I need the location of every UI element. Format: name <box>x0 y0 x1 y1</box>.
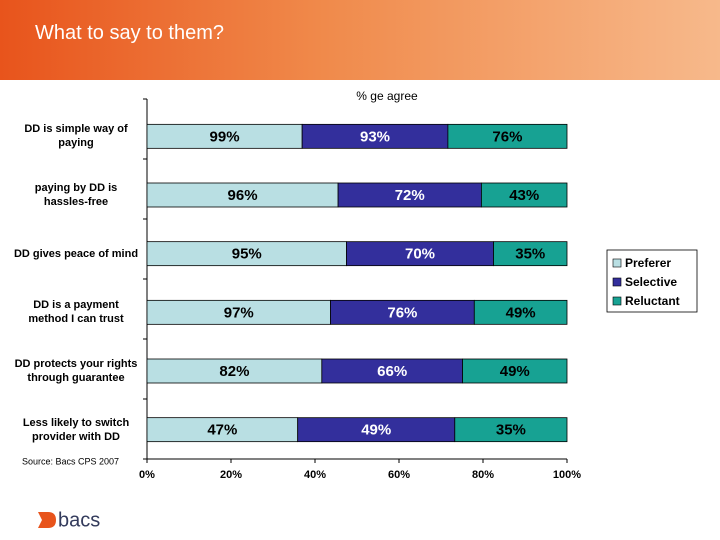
data-label: 82% <box>219 363 249 380</box>
bar-segment <box>146 358 323 384</box>
data-label: 95% <box>232 246 262 263</box>
bar-segment <box>301 123 449 149</box>
legend-label: Reluctant <box>625 294 680 308</box>
data-label: 99% <box>210 128 240 145</box>
data-label: 43% <box>509 187 539 204</box>
category-label: paying by DD is hassles-free <box>34 182 118 208</box>
bar-segment <box>297 417 456 443</box>
data-label: 49% <box>506 304 536 321</box>
bar-segment <box>337 182 482 208</box>
legend-swatch <box>612 277 622 287</box>
data-label: 49% <box>361 422 391 439</box>
data-label: 35% <box>496 422 526 439</box>
data-label: 47% <box>207 422 237 439</box>
x-tick-label: 100% <box>553 469 581 481</box>
data-label: 66% <box>377 363 407 380</box>
bar-segment <box>146 241 347 267</box>
data-label: 76% <box>387 304 417 321</box>
category-label: Less likely to switch provider with DD <box>22 416 130 443</box>
x-tick-label: 20% <box>220 469 242 481</box>
bar-segment <box>146 417 299 443</box>
bar-segment <box>493 241 568 267</box>
data-label: 35% <box>515 246 545 263</box>
data-label: 76% <box>492 128 522 145</box>
data-label: 70% <box>405 246 435 263</box>
bar-segment <box>473 299 568 325</box>
x-tick-label: 0% <box>139 469 155 481</box>
title: What to say to them? <box>35 22 224 44</box>
bar-segment <box>330 299 475 325</box>
bar-segment <box>447 123 568 149</box>
legend-swatch <box>612 296 622 306</box>
data-label: 49% <box>500 363 530 380</box>
category-label: DD gives peace of mind <box>13 247 139 260</box>
header: What to say to them? <box>0 0 720 80</box>
logo-mark <box>38 512 56 528</box>
data-label: 72% <box>395 187 425 204</box>
legend-label: Preferer <box>625 256 671 270</box>
bar-segment <box>481 182 568 208</box>
axis-label: % ge agree <box>356 89 418 103</box>
bar-segment <box>454 417 568 443</box>
bar-segment <box>321 358 463 384</box>
x-tick-label: 40% <box>304 469 326 481</box>
legend-swatch <box>612 258 622 268</box>
x-tick-label: 80% <box>472 469 494 481</box>
data-label: 97% <box>224 304 254 321</box>
logo-text: bacs <box>58 509 100 531</box>
data-label: 93% <box>360 128 390 145</box>
data-label: 96% <box>228 187 258 204</box>
category-label: DD is a payment method I can trust <box>28 299 124 326</box>
legend-label: Selective <box>625 275 677 289</box>
x-tick-label: 60% <box>388 469 410 481</box>
bar-segment <box>146 299 331 325</box>
category-label: DD protects your rights through guarante… <box>14 358 138 384</box>
logo: bacs <box>38 509 100 531</box>
legend-box <box>606 249 698 313</box>
bar-segment <box>462 358 568 384</box>
category-label: DD is simple way of paying <box>24 123 128 150</box>
bar-segment <box>146 182 339 208</box>
bar-segment <box>346 241 494 267</box>
source-note: Source: Bacs CPS 2007 <box>22 456 119 466</box>
